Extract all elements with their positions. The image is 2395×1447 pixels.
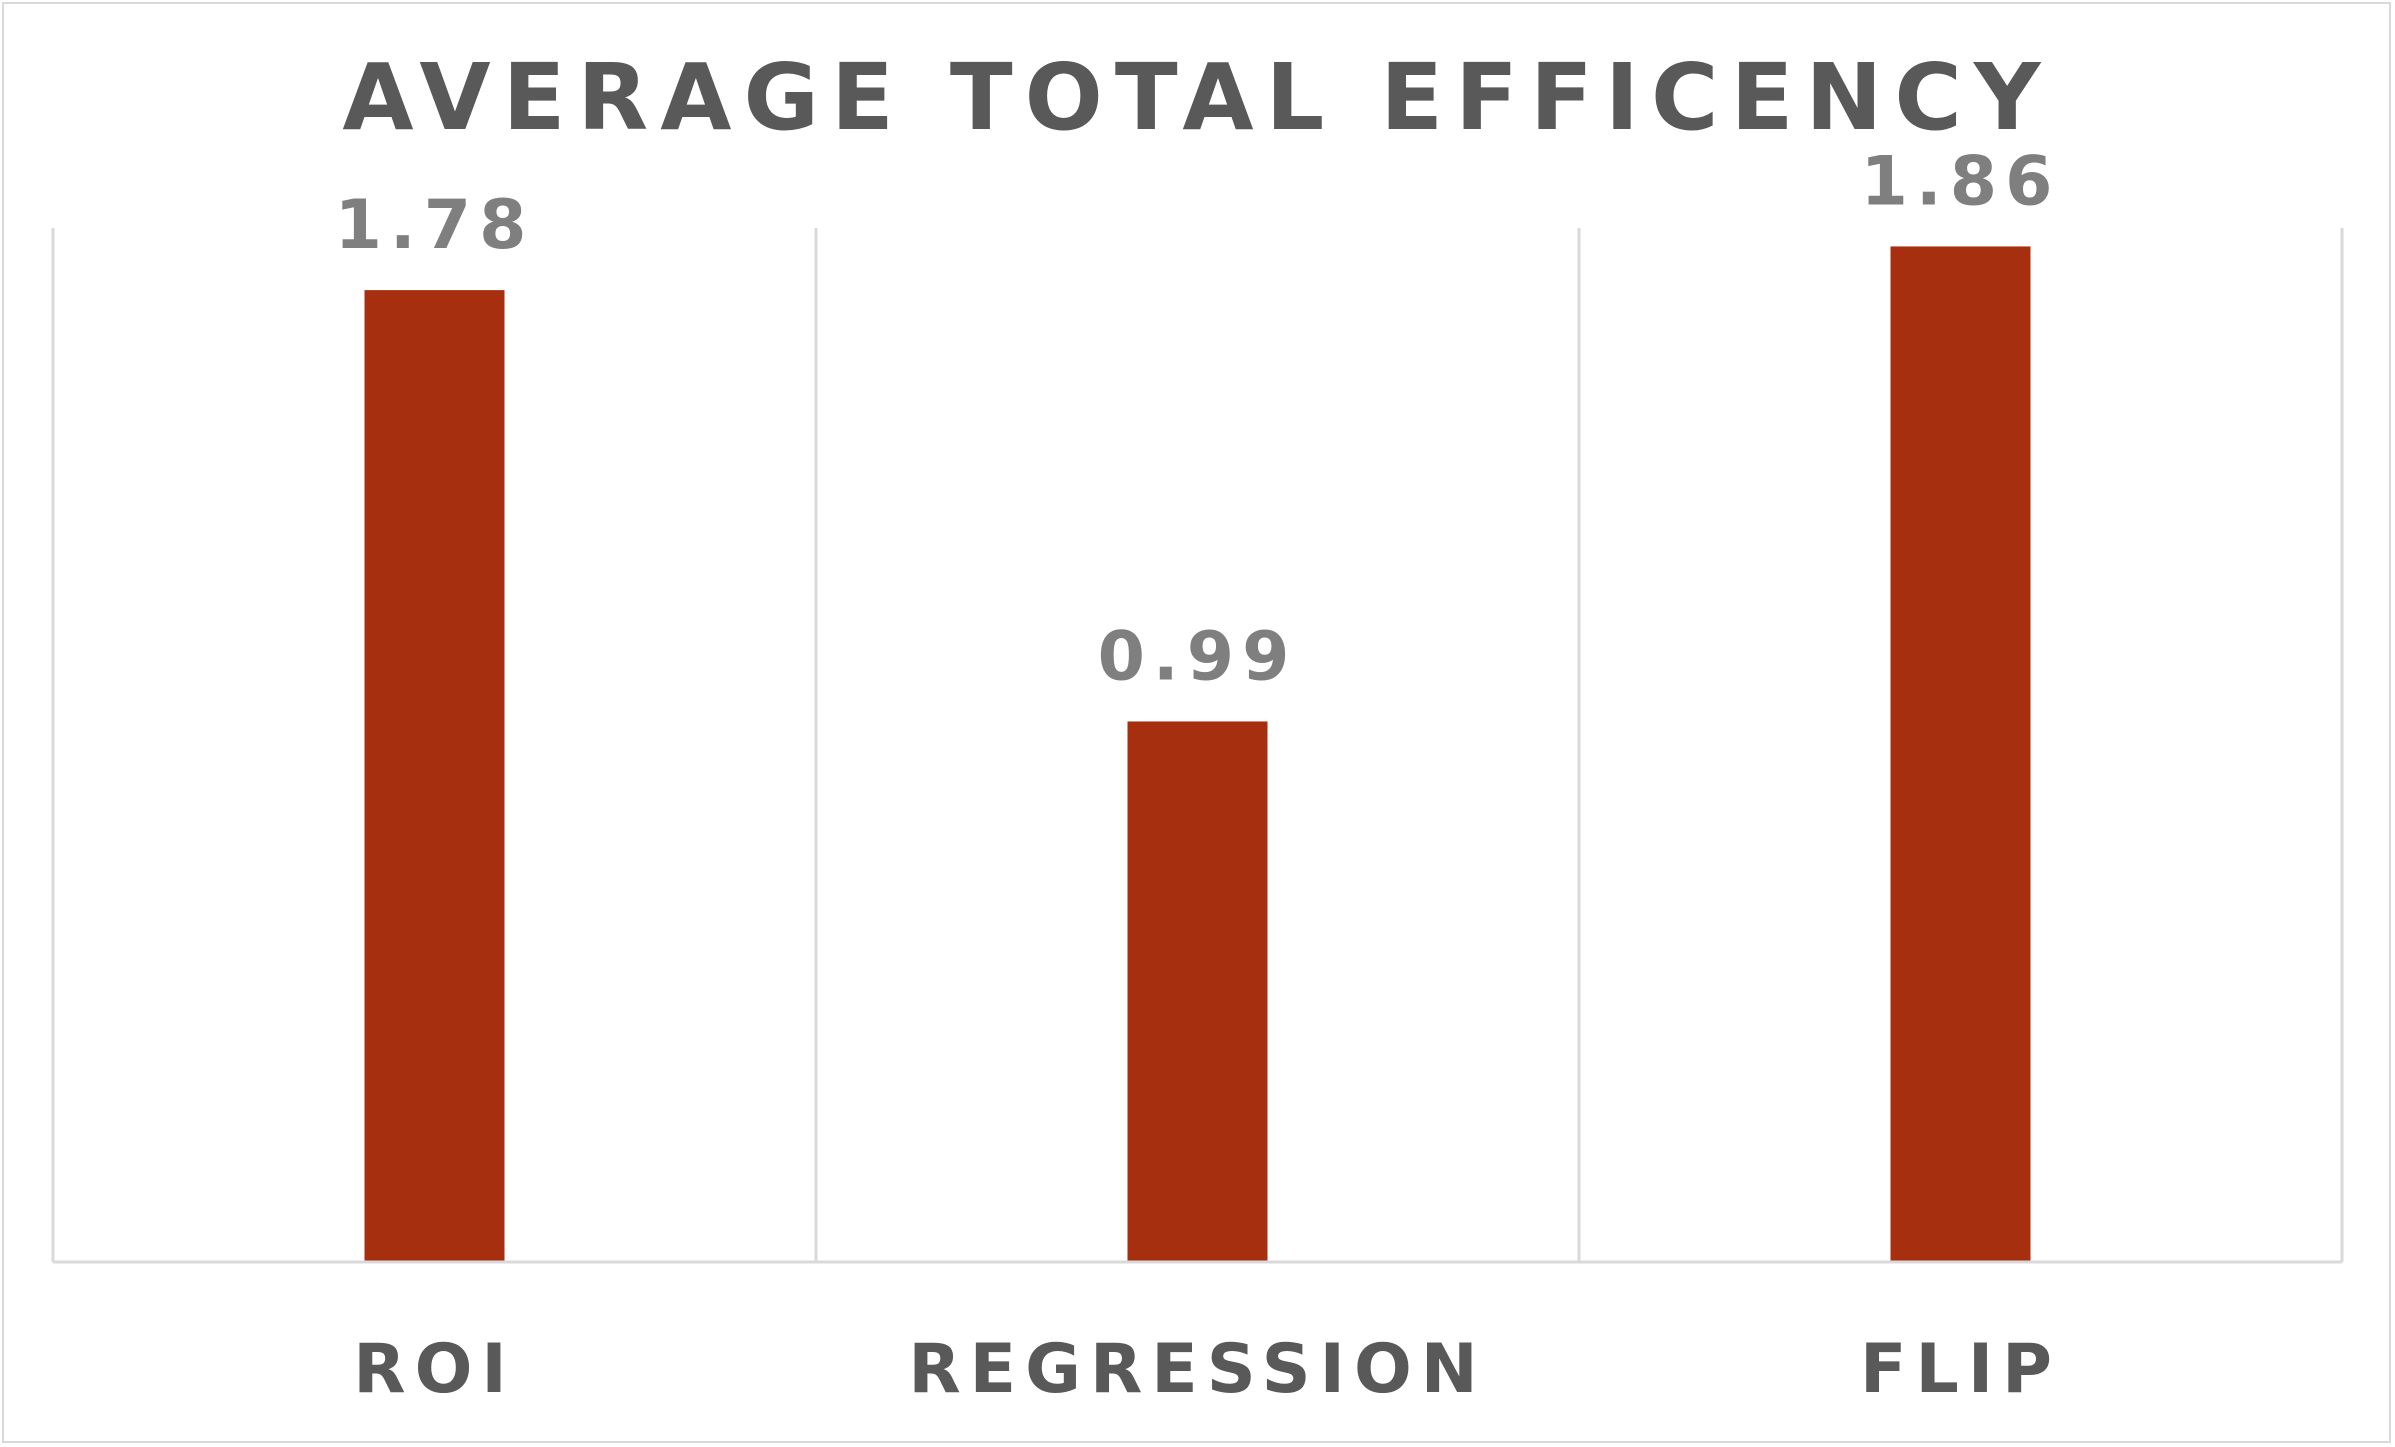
category-label-flip: FLIP	[1860, 1330, 2061, 1409]
data-labels: 1.78 0.99 1.86	[335, 142, 2061, 696]
data-label-regression: 0.99	[1098, 617, 1298, 696]
category-label-regression: REGRESSION	[908, 1330, 1486, 1409]
chart-title: AVERAGE TOTAL EFFICENCY	[342, 44, 2053, 151]
bar-flip	[1890, 246, 2031, 1262]
data-label-roi: 1.78	[335, 186, 535, 265]
category-labels: ROI REGRESSION FLIP	[353, 1330, 2061, 1409]
gridlines	[51, 228, 2344, 1262]
data-label-flip: 1.86	[1861, 142, 2061, 221]
bar-regression	[1127, 721, 1268, 1262]
category-label-roi: ROI	[353, 1330, 515, 1409]
bars	[364, 246, 2031, 1262]
bar-roi	[364, 290, 505, 1262]
